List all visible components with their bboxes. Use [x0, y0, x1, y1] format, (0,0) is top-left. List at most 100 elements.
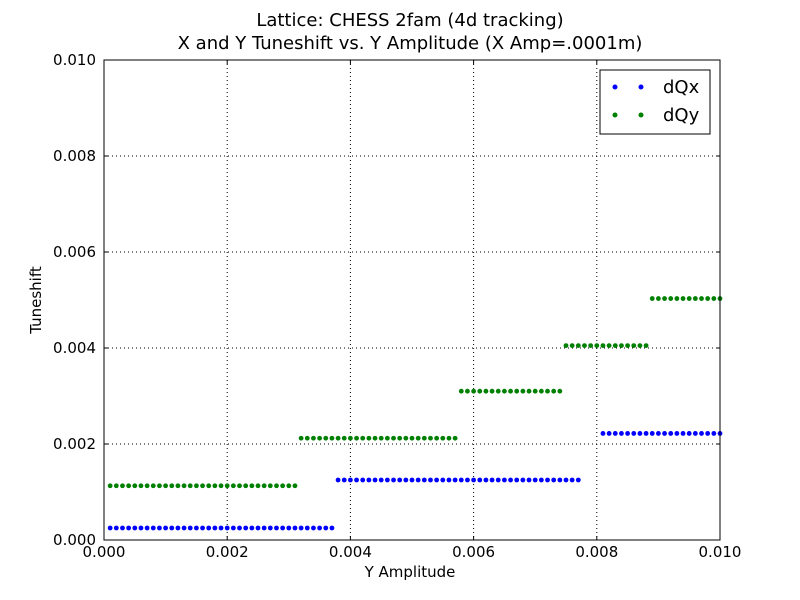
data-point-dqx [329, 525, 335, 531]
data-point-dqx [686, 431, 692, 436]
data-point-dqy [514, 388, 520, 394]
series-dqx [107, 431, 723, 531]
data-point-dqy [175, 483, 181, 489]
data-point-dqx [545, 477, 550, 483]
data-point-dqy [132, 483, 138, 489]
legend-marker-dqx-2 [638, 84, 644, 90]
data-point-dqx [538, 477, 544, 483]
data-point-dqx [446, 477, 452, 483]
data-point-dqy [243, 483, 249, 489]
data-point-dqx [557, 477, 563, 483]
y-tick-label: 0.004 [53, 339, 96, 357]
data-point-dqy [569, 343, 575, 348]
data-point-dqx [120, 525, 125, 531]
data-point-dqx [249, 525, 255, 531]
data-point-dqy [341, 435, 347, 441]
data-point-dqy [280, 483, 286, 489]
data-point-dqx [606, 431, 612, 436]
data-point-dqy [643, 343, 649, 348]
data-point-dqx [526, 477, 532, 483]
data-point-dqx [230, 525, 236, 531]
data-point-dqy [311, 435, 316, 441]
data-point-dqy [594, 343, 600, 348]
data-point-dqy [495, 388, 501, 394]
data-point-dqx [169, 525, 175, 531]
data-point-dqy [212, 483, 218, 489]
data-point-dqx [649, 431, 655, 436]
data-point-dqx [705, 431, 711, 436]
data-point-dqy [471, 388, 476, 394]
data-point-dqx [144, 525, 150, 531]
data-point-dqx [619, 431, 624, 436]
data-point-dqx [477, 477, 483, 483]
data-point-dqx [113, 525, 119, 531]
data-point-dqy [144, 483, 150, 489]
data-point-dqy [292, 483, 298, 489]
series-layer [107, 296, 723, 531]
data-point-dqy [187, 483, 193, 489]
data-point-dqx [292, 525, 298, 531]
data-point-dqy [508, 388, 513, 394]
data-point-dqx [372, 477, 378, 483]
data-point-dqx [551, 477, 557, 483]
data-point-dqy [323, 435, 329, 441]
data-point-dqy [483, 388, 489, 394]
data-point-dqy [354, 435, 359, 441]
data-point-dqx [692, 431, 698, 436]
y-tick-label: 0.008 [53, 147, 96, 165]
data-point-dqx [428, 477, 433, 483]
data-point-dqx [391, 477, 396, 483]
chart-title: Lattice: CHESS 2fam (4d tracking) [256, 10, 563, 31]
data-point-dqy [249, 483, 255, 489]
legend-label-dqy: dQy [663, 105, 700, 126]
data-point-dqx [532, 477, 538, 483]
data-point-dqx [194, 525, 199, 531]
data-point-dqy [372, 435, 378, 441]
data-point-dqx [286, 525, 292, 531]
data-point-dqx [366, 477, 372, 483]
data-point-dqy [366, 435, 372, 441]
data-point-dqy [409, 435, 415, 441]
data-point-dqy [538, 388, 544, 394]
data-point-dqx [397, 477, 403, 483]
data-point-dqx [434, 477, 440, 483]
data-point-dqy [224, 483, 230, 489]
data-point-dqx [335, 477, 341, 483]
data-point-dqy [705, 296, 711, 301]
data-point-dqy [637, 343, 643, 348]
data-point-dqx [132, 525, 138, 531]
x-tick-label: 0.010 [699, 543, 742, 561]
data-point-dqx [575, 477, 581, 483]
data-point-dqy [446, 435, 452, 441]
legend: dQx dQy [599, 69, 711, 135]
data-point-dqx [600, 431, 606, 436]
data-point-dqy [465, 388, 470, 394]
data-point-dqx [317, 525, 322, 531]
data-point-dqx [126, 525, 132, 531]
data-point-dqy [163, 483, 169, 489]
data-point-dqy [126, 483, 132, 489]
data-point-dqx [138, 525, 144, 531]
data-point-dqy [206, 483, 212, 489]
data-point-dqy [434, 435, 440, 441]
data-point-dqx [255, 525, 261, 531]
data-point-dqx [495, 477, 501, 483]
data-point-dqy [261, 483, 267, 489]
data-point-dqx [612, 431, 618, 436]
data-point-dqx [508, 477, 513, 483]
x-axis-label: Y Amplitude [364, 563, 456, 581]
data-point-dqx [181, 525, 187, 531]
data-point-dqy [631, 343, 637, 348]
data-point-dqy [120, 483, 125, 489]
data-point-dqy [662, 296, 667, 301]
data-point-dqx [514, 477, 520, 483]
legend-marker-dqy-2 [638, 112, 644, 118]
data-point-dqx [680, 431, 686, 436]
data-point-dqy [452, 435, 458, 441]
data-point-dqx [298, 525, 304, 531]
data-point-dqx [311, 525, 316, 531]
data-point-dqy [588, 343, 594, 348]
data-point-dqx [218, 525, 224, 531]
data-point-dqy [298, 435, 304, 441]
